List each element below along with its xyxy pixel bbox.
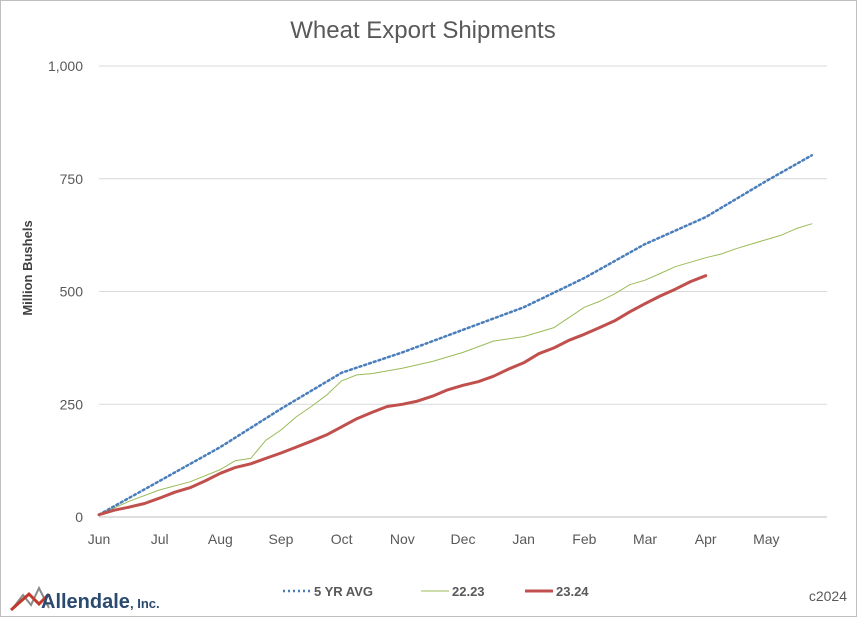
x-tick-label: Oct (331, 531, 353, 547)
legend: 5 YR AVG 22.23 23.24 (283, 584, 589, 599)
x-tick-label: Jul (151, 531, 169, 547)
x-tick-label: Jan (512, 531, 535, 547)
y-tick-label: 750 (60, 171, 84, 187)
x-tick-label: Aug (208, 531, 233, 547)
series-line-5-yr-avg (97, 154, 814, 516)
grid-layer (99, 65, 827, 518)
x-tick-label: May (753, 531, 779, 547)
chart-title: Wheat Export Shipments (290, 17, 555, 44)
y-axis-label: Million Bushels (20, 220, 35, 315)
x-tick-label: Dec (451, 531, 476, 547)
y-tick-label: 250 (60, 396, 84, 412)
y-tick-label: 0 (75, 509, 83, 525)
logo-peak-icon (12, 585, 50, 609)
x-tick-labels: Jun Jul Aug Sep Oct Nov Dec Jan Feb Mar Apr May (88, 531, 780, 547)
x-tick-label: Apr (695, 531, 717, 547)
copyright-label: c2024 (809, 588, 847, 604)
y-tick-label: 500 (60, 284, 84, 300)
logo-swoosh-icon (10, 591, 51, 612)
allendale-logo: Allendale , Inc. (10, 585, 160, 613)
y-tick-label: 1,000 (48, 58, 83, 74)
legend-label: 22.23 (452, 584, 485, 599)
x-tick-label: Mar (633, 531, 657, 547)
x-tick-label: Sep (269, 531, 294, 547)
series-line-23-24 (97, 274, 708, 517)
x-tick-label: Feb (572, 531, 596, 547)
x-tick-label: Nov (390, 531, 415, 547)
y-tick-labels: 0 250 500 750 1,000 (48, 58, 83, 525)
series-layer (97, 154, 814, 517)
logo-text: Allendale (41, 591, 130, 613)
legend-label: 23.24 (556, 584, 589, 599)
logo-suffix: , Inc. (130, 596, 160, 611)
x-tick-label: Jun (88, 531, 111, 547)
legend-label: 5 YR AVG (314, 584, 373, 599)
series-line-22-23 (98, 223, 813, 516)
